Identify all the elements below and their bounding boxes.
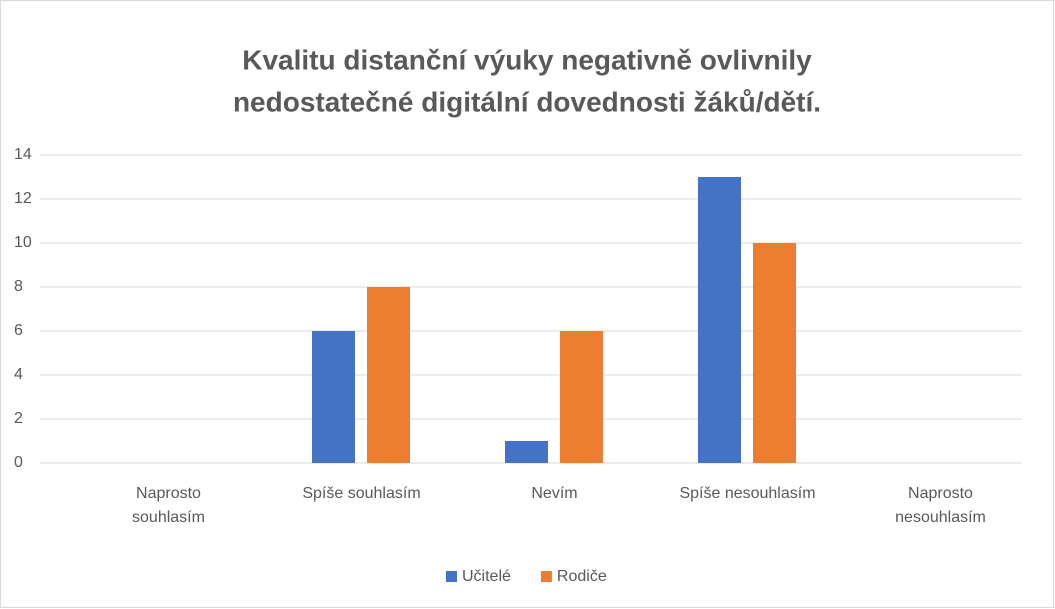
- y-tick-label: 2: [14, 410, 23, 427]
- y-tick-label: 4: [14, 366, 23, 383]
- bar: [698, 177, 741, 463]
- y-tick-label: 6: [14, 322, 23, 339]
- y-tick-label: 12: [14, 190, 32, 207]
- x-tick-label: Spíše souhlasím: [302, 485, 421, 502]
- legend-swatch: [540, 571, 552, 582]
- legend-label: Rodiče: [557, 568, 607, 585]
- bar: [312, 331, 355, 463]
- y-tick-label: 10: [14, 234, 32, 251]
- x-tick-label: Naprosto nesouhlasím: [895, 485, 986, 526]
- bar: [367, 287, 410, 463]
- bar: [753, 243, 796, 463]
- chart-title: nedostatečné digitální dovednosti žáků/d…: [233, 86, 821, 117]
- y-tick-label: 14: [14, 146, 32, 163]
- x-tick-label: Nevím: [531, 485, 578, 502]
- x-tick-label: Spíše nesouhlasím: [679, 485, 816, 502]
- y-tick-label: 0: [14, 454, 23, 471]
- bar: [505, 441, 548, 463]
- chart-title: Kvalitu distanční výuky negativně ovlivn…: [242, 44, 812, 75]
- bar: [560, 331, 603, 463]
- legend-swatch: [446, 571, 457, 582]
- x-tick-label: Naprosto souhlasím: [132, 485, 205, 526]
- y-tick-label: 8: [14, 278, 23, 295]
- legend-label: Učitelé: [462, 568, 511, 585]
